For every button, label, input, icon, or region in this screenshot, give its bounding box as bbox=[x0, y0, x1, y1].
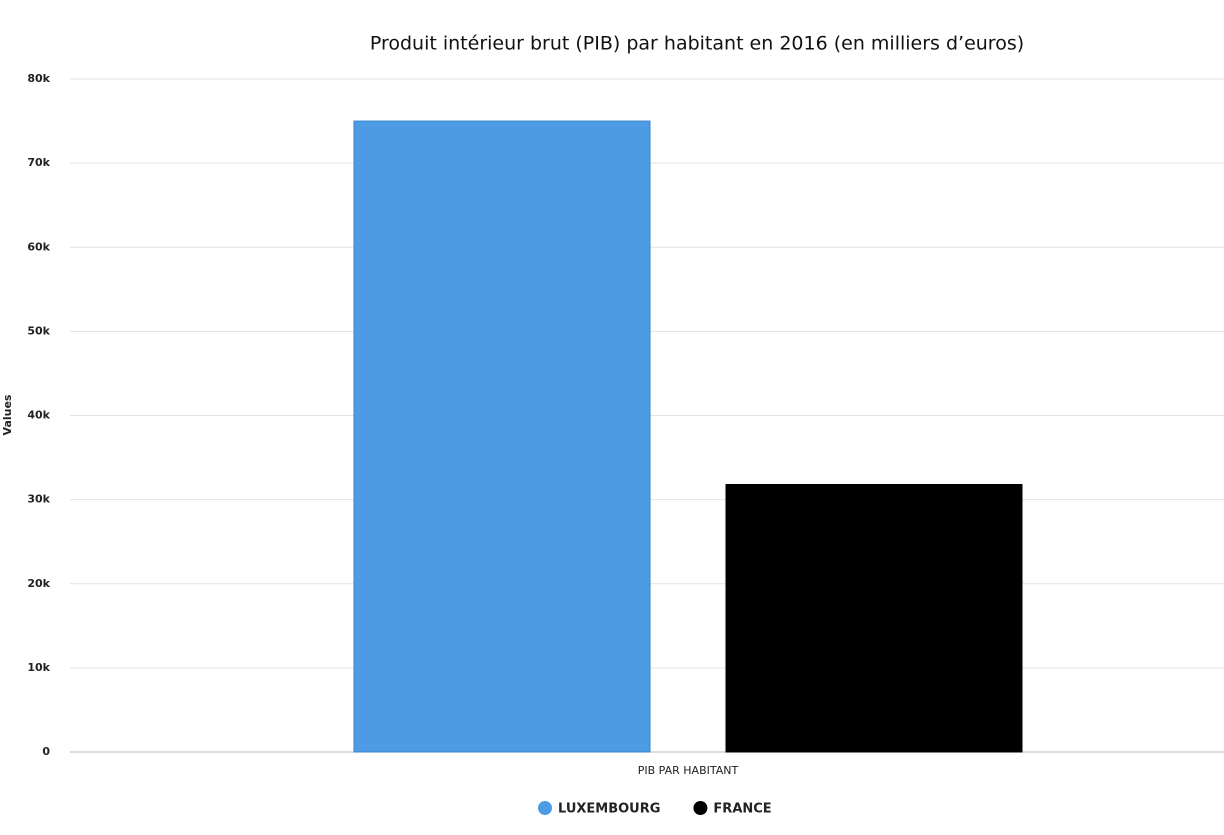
bar bbox=[353, 120, 651, 753]
y-tick-label: 60k bbox=[27, 240, 50, 253]
y-tick-label: 70k bbox=[27, 156, 50, 169]
bar bbox=[725, 483, 1023, 753]
legend-label: FRANCE bbox=[713, 802, 771, 817]
y-tick-label: 10k bbox=[27, 661, 50, 674]
y-tick-label: 30k bbox=[27, 493, 50, 506]
y-tick-label: 20k bbox=[27, 577, 50, 590]
y-tick-label: 80k bbox=[27, 72, 50, 85]
y-axis-label: Values bbox=[1, 394, 14, 435]
y-tick-label: 50k bbox=[27, 324, 50, 337]
y-tick-label: 40k bbox=[27, 409, 50, 422]
legend-label: LUXEMBOURG bbox=[558, 802, 660, 817]
y-tick-label: 0 bbox=[42, 745, 50, 758]
x-tick-label: PIB PAR HABITANT bbox=[638, 764, 739, 777]
chart-title: Produit intérieur brut (PIB) par habitan… bbox=[370, 33, 1024, 55]
legend-marker bbox=[538, 801, 552, 815]
legend-marker bbox=[693, 801, 708, 815]
